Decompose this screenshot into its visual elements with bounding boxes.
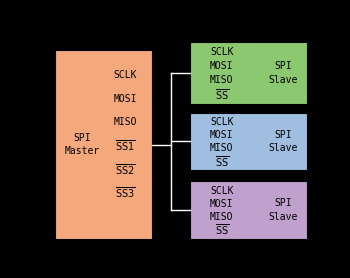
Text: MISO: MISO bbox=[210, 143, 233, 153]
Text: $\overline{\mathrm{SS}}$: $\overline{\mathrm{SS}}$ bbox=[215, 154, 229, 169]
Text: $\overline{\mathrm{SS}}$: $\overline{\mathrm{SS}}$ bbox=[215, 222, 229, 237]
FancyBboxPatch shape bbox=[190, 181, 307, 239]
Text: SPI
Slave: SPI Slave bbox=[269, 61, 298, 85]
Text: MOSI: MOSI bbox=[113, 93, 136, 103]
Text: MISO: MISO bbox=[113, 117, 136, 127]
FancyBboxPatch shape bbox=[190, 113, 307, 170]
FancyBboxPatch shape bbox=[190, 42, 307, 104]
Text: $\overline{\mathrm{SS3}}$: $\overline{\mathrm{SS3}}$ bbox=[114, 185, 135, 200]
Text: MOSI: MOSI bbox=[210, 61, 233, 71]
Text: MOSI: MOSI bbox=[210, 199, 233, 209]
FancyBboxPatch shape bbox=[55, 51, 152, 239]
Text: SPI
Slave: SPI Slave bbox=[269, 130, 298, 153]
Text: SCLK: SCLK bbox=[210, 48, 233, 58]
Text: SPI
Master: SPI Master bbox=[64, 133, 99, 156]
Text: $\overline{\mathrm{SS2}}$: $\overline{\mathrm{SS2}}$ bbox=[114, 162, 135, 177]
Text: SCLK: SCLK bbox=[210, 186, 233, 196]
Text: MISO: MISO bbox=[210, 75, 233, 85]
Text: MOSI: MOSI bbox=[210, 130, 233, 140]
Text: $\overline{\mathrm{SS}}$: $\overline{\mathrm{SS}}$ bbox=[215, 87, 229, 102]
Text: SCLK: SCLK bbox=[113, 70, 136, 80]
Text: SCLK: SCLK bbox=[210, 117, 233, 127]
Text: SPI
Slave: SPI Slave bbox=[269, 198, 298, 222]
Text: $\overline{\mathrm{SS1}}$: $\overline{\mathrm{SS1}}$ bbox=[114, 138, 135, 153]
Text: MISO: MISO bbox=[210, 212, 233, 222]
